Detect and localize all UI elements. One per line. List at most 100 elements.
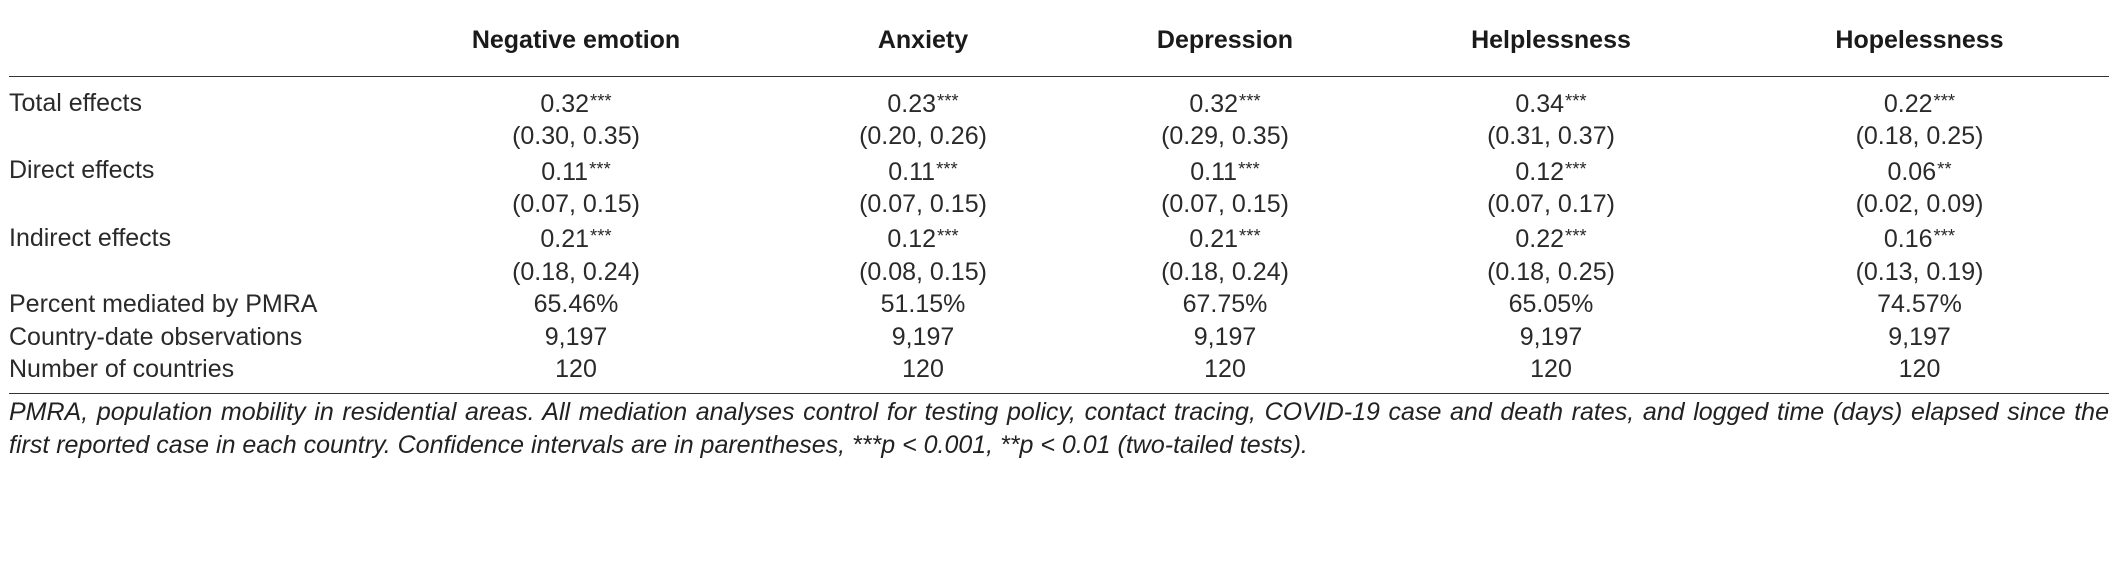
table-cell: 0.32***: [1078, 77, 1372, 121]
table-cell: 9,197: [768, 321, 1078, 354]
table-row: Total effects 0.32*** 0.23*** 0.32*** 0.34**…: [9, 77, 2109, 121]
table-cell: 9,197: [1078, 321, 1372, 354]
table-cell: (0.18, 0.24): [1078, 256, 1372, 289]
cell-value: (0.18, 0.25): [1487, 257, 1615, 286]
table-cell: 120: [768, 353, 1078, 394]
table-row: Percent mediated by PMRA 65.46% 51.15% 67.7…: [9, 288, 2109, 321]
row-label: Country-date observations: [9, 322, 303, 351]
header-anxiety: Anxiety: [768, 0, 1078, 77]
table-cell: 51.15%: [768, 288, 1078, 321]
table-cell: (0.29, 0.35): [1078, 120, 1372, 153]
significance-marker: ***: [589, 157, 611, 179]
significance-marker: ***: [590, 90, 612, 111]
table-cell: 0.11***: [1078, 153, 1372, 188]
table-cell: 120: [1078, 353, 1372, 394]
row-label: Direct effects: [9, 156, 155, 185]
table-row: (0.30, 0.35) (0.20, 0.26) (0.29, 0.35) (0.3…: [9, 120, 2109, 153]
significance-marker: ***: [590, 225, 612, 247]
significance-marker: ***: [1565, 225, 1587, 247]
table-cell: 0.06**: [1730, 153, 2109, 188]
cell-value: 0.34: [1515, 90, 1565, 119]
significance-marker: ***: [1239, 225, 1261, 247]
table-cell: (0.18, 0.25): [1730, 120, 2109, 153]
table-cell: (0.07, 0.17): [1372, 188, 1730, 221]
significance-marker: ***: [936, 157, 958, 179]
cell-value: (0.07, 0.17): [1487, 190, 1615, 219]
table-cell: 0.23***: [768, 77, 1078, 121]
cell-value: (0.18, 0.25): [1855, 122, 1984, 151]
table-row: (0.07, 0.15) (0.07, 0.15) (0.07, 0.15) (0.0…: [9, 188, 2109, 221]
table-cell: 0.11***: [384, 153, 768, 188]
cell-value: 9,197: [891, 322, 955, 351]
cell-value: 9,197: [1888, 322, 1951, 351]
table-cell: (0.31, 0.37): [1372, 120, 1730, 153]
table-cell: 65.05%: [1372, 288, 1730, 321]
table-cell: 74.57%: [1730, 288, 2109, 321]
cell-value: 0.11: [541, 157, 589, 186]
row-label: Number of countries: [9, 353, 384, 394]
row-label: [9, 120, 384, 153]
table-cell: 0.21***: [1078, 220, 1372, 255]
cell-value: (0.02, 0.09): [1855, 190, 1984, 219]
row-label: Percent mediated by PMRA: [9, 290, 318, 319]
cell-value: (0.29, 0.35): [1161, 122, 1289, 151]
significance-marker: ***: [1933, 225, 1956, 247]
cell-value: 51.15%: [880, 290, 966, 319]
header-blank: [9, 0, 384, 77]
table-cell: (0.20, 0.26): [768, 120, 1078, 153]
significance-marker: ***: [937, 90, 959, 111]
table-body: Total effects 0.32*** 0.23*** 0.32*** 0.34**…: [9, 77, 2109, 394]
cell-value: 74.57%: [1877, 290, 1962, 319]
table-cell: (0.08, 0.15): [768, 256, 1078, 289]
table-cell: 9,197: [1372, 321, 1730, 354]
cell-value: 65.05%: [1508, 290, 1594, 319]
cell-value: 120: [1204, 355, 1246, 384]
cell-value: 0.06: [1887, 157, 1937, 186]
table-cell: 9,197: [384, 321, 768, 354]
table-row: Number of countries 120 120 120 120 120: [9, 353, 2109, 394]
cell-value: 0.12: [887, 225, 937, 254]
cell-value: 0.21: [1189, 225, 1239, 254]
table-cell: 120: [1730, 353, 2109, 394]
header-negative-emotion: Negative emotion: [384, 0, 768, 77]
table-cell: 67.75%: [1078, 288, 1372, 321]
table-cell: (0.13, 0.19): [1730, 256, 2109, 289]
table-cell: (0.02, 0.09): [1730, 188, 2109, 221]
cell-value: 0.23: [887, 90, 937, 119]
table-cell: 120: [1372, 353, 1730, 394]
cell-value: (0.18, 0.24): [1161, 257, 1289, 286]
significance-marker: ***: [1565, 157, 1587, 179]
cell-value: 0.32: [540, 90, 590, 119]
cell-value: (0.31, 0.37): [1487, 122, 1615, 151]
table-cell: (0.18, 0.25): [1372, 256, 1730, 289]
table-row: Country-date observations 9,197 9,197 9,197…: [9, 321, 2109, 354]
cell-value: 120: [1530, 355, 1572, 384]
table-cell: 9,197: [1730, 321, 2109, 354]
cell-value: 120: [1898, 355, 1941, 384]
cell-value: (0.30, 0.35): [512, 122, 640, 151]
significance-marker: ***: [1238, 157, 1260, 179]
table-cell: 0.12***: [768, 220, 1078, 255]
significance-marker: ***: [1565, 90, 1587, 111]
cell-value: (0.07, 0.15): [512, 190, 640, 219]
table-cell: (0.18, 0.24): [384, 256, 768, 289]
table-cell: 0.11***: [768, 153, 1078, 188]
cell-value: (0.07, 0.15): [859, 190, 987, 219]
cell-value: 120: [555, 355, 597, 384]
table-cell: 0.34***: [1372, 77, 1730, 121]
table-cell: 0.16***: [1730, 220, 2109, 255]
row-label: Indirect effects: [9, 223, 172, 252]
cell-value: 0.11: [1190, 157, 1238, 186]
table-header: Negative emotion Anxiety Depression Help…: [9, 0, 2109, 77]
cell-value: 0.11: [888, 157, 936, 186]
cell-value: 0.22: [1515, 225, 1565, 254]
mediation-results-table: Negative emotion Anxiety Depression Help…: [9, 0, 2109, 394]
cell-value: (0.07, 0.15): [1161, 190, 1289, 219]
cell-value: 0.32: [1189, 90, 1239, 119]
table-cell: 0.32***: [384, 77, 768, 121]
table-cell: (0.07, 0.15): [768, 188, 1078, 221]
cell-value: 9,197: [1519, 322, 1583, 351]
significance-marker: ***: [937, 225, 959, 247]
table-cell: 65.46%: [384, 288, 768, 321]
